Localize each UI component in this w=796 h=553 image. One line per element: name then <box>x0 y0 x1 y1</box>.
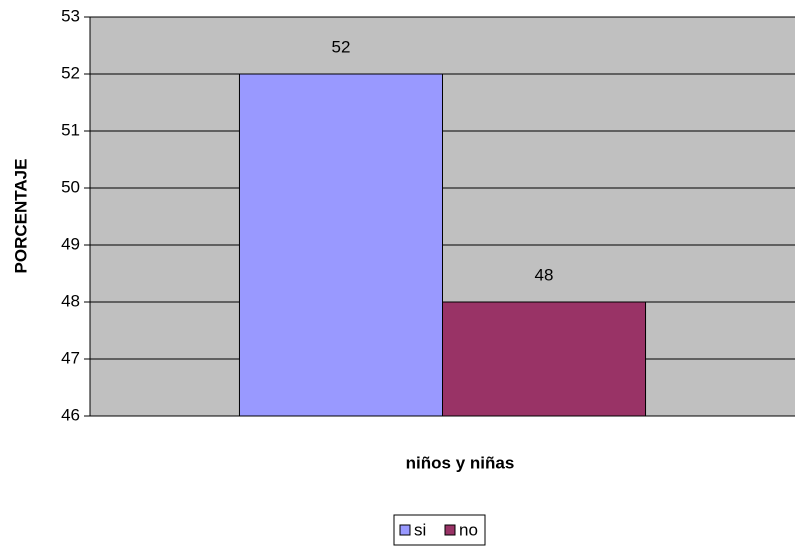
y-tick-label: 51 <box>61 120 80 139</box>
y-tick-label: 47 <box>61 348 80 367</box>
legend-swatch <box>444 524 456 536</box>
y-tick-label: 52 <box>61 63 80 82</box>
data-label: 48 <box>535 265 554 284</box>
x-axis-label: niños y niñas <box>406 453 515 472</box>
y-tick-label: 53 <box>61 6 80 25</box>
y-tick-label: 50 <box>61 177 80 196</box>
bar <box>442 301 647 417</box>
y-tick-label: 48 <box>61 291 80 310</box>
legend-swatch <box>399 524 411 536</box>
bar <box>238 73 443 417</box>
y-tick-label: 49 <box>61 234 80 253</box>
y-axis-label: PORCENTAJE <box>11 159 30 274</box>
y-tick-label: 46 <box>61 405 80 424</box>
data-label: 52 <box>332 37 351 56</box>
legend-label: si <box>414 520 426 539</box>
legend-label: no <box>459 520 478 539</box>
